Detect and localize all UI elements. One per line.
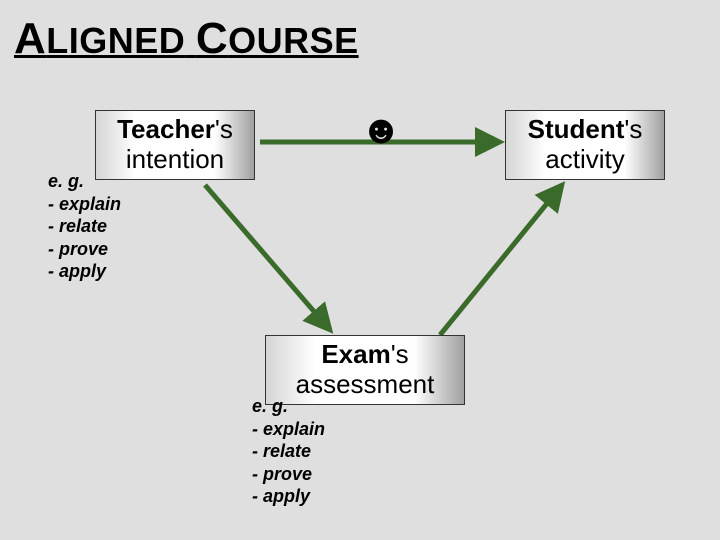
exam-bold: Exam [321, 339, 390, 369]
student-box: Student's activity [505, 110, 665, 180]
arrow-line [205, 185, 330, 330]
exam-line1: Exam's [276, 340, 454, 370]
eg-item: - apply [252, 485, 325, 508]
eg-item: - relate [48, 215, 121, 238]
teacher-line1: Teacher's [106, 115, 244, 145]
eg-item: - relate [252, 440, 325, 463]
page-title: ALIGNED COURSE [14, 14, 359, 64]
teacher-rest: 's [215, 114, 233, 144]
eg-block-bottom: e. g.- explain- relate- prove- apply [252, 395, 325, 508]
teacher-line2: intention [106, 145, 244, 175]
title-w2-rest: OURSE [228, 20, 359, 61]
smiley-icon: ☻ [360, 108, 402, 153]
eg-label: e. g. [252, 395, 325, 418]
student-rest: 's [624, 114, 642, 144]
student-bold: Student [528, 114, 625, 144]
eg-item: - apply [48, 260, 121, 283]
eg-item: - explain [252, 418, 325, 441]
eg-block-left: e. g.- explain- relate- prove- apply [48, 170, 121, 283]
title-w1-rest: LIGNED [46, 20, 185, 61]
eg-item: - prove [48, 238, 121, 261]
eg-item: - explain [48, 193, 121, 216]
student-line1: Student's [516, 115, 654, 145]
student-line2: activity [516, 145, 654, 175]
arrow-line [440, 185, 562, 335]
title-w2-first: C [196, 14, 228, 63]
teacher-bold: Teacher [117, 114, 215, 144]
title-w1-first: A [14, 14, 46, 63]
exam-rest: 's [391, 339, 409, 369]
eg-item: - prove [252, 463, 325, 486]
eg-label: e. g. [48, 170, 121, 193]
